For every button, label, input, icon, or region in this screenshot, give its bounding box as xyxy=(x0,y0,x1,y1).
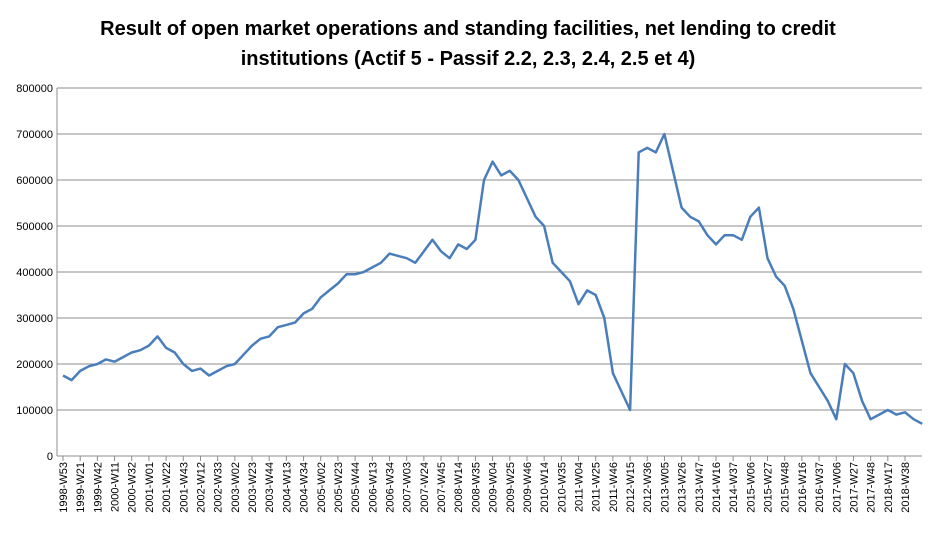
x-tick-label: 2005-W44 xyxy=(350,462,362,513)
x-tick-label: 2014-W16 xyxy=(711,462,723,513)
x-tick-label: 2015-W06 xyxy=(745,462,757,513)
y-tick-label: 600000 xyxy=(16,175,53,187)
x-tick-label: 2009-W46 xyxy=(522,462,534,513)
x-tick-label: 2007-W03 xyxy=(402,462,414,513)
x-tick-label: 1998-W53 xyxy=(58,462,70,513)
x-tick-label: 2013-W05 xyxy=(659,462,671,513)
x-tick-label: 2004-W13 xyxy=(281,462,293,513)
x-tick-label: 2016-W16 xyxy=(797,462,809,513)
x-tick-label: 2013-W26 xyxy=(677,462,689,513)
x-tick-label: 2000-W11 xyxy=(110,462,122,512)
x-tick-label: 2005-W23 xyxy=(333,462,345,513)
x-tick-label: 2017-W06 xyxy=(831,462,843,513)
x-tick-label: 2001-W43 xyxy=(178,462,190,513)
x-tick-label: 2015-W48 xyxy=(780,462,792,513)
x-tick-label: 2007-W24 xyxy=(419,462,431,513)
x-tick-label: 2003-W44 xyxy=(264,462,276,513)
y-tick-label: 800000 xyxy=(16,83,53,95)
x-tick-label: 2003-W02 xyxy=(230,462,242,513)
x-tick-label: 2010-W35 xyxy=(556,462,568,513)
x-tick-label: 2008-W14 xyxy=(453,462,465,513)
x-tick-label: 2002-W33 xyxy=(213,462,225,513)
x-tick-label: 2001-W01 xyxy=(144,462,156,513)
y-tick-label: 500000 xyxy=(16,221,53,233)
x-tick-label: 2010-W14 xyxy=(539,462,551,513)
x-tick-label: 2011-W25 xyxy=(591,462,603,512)
x-tick-label: 2008-W35 xyxy=(470,462,482,513)
x-tick-label: 2018-W17 xyxy=(883,462,895,513)
x-tick-label: 2009-W04 xyxy=(488,462,500,513)
x-tick-label: 2012-W36 xyxy=(642,462,654,513)
y-tick-label: 400000 xyxy=(16,267,53,279)
x-tick-label: 2007-W45 xyxy=(436,462,448,513)
x-tick-label: 2011-W04 xyxy=(574,462,586,512)
x-tick-label: 2000-W32 xyxy=(127,462,139,513)
x-tick-label: 1999-W21 xyxy=(75,462,87,513)
x-tick-label: 2017-W27 xyxy=(848,462,860,513)
x-tick-label: 2006-W34 xyxy=(384,462,396,513)
chart-title: Result of open market operations and sta… xyxy=(100,18,836,70)
x-tick-label: 2015-W27 xyxy=(763,462,775,513)
x-tick-label: 2013-W47 xyxy=(694,462,706,513)
x-tick-label: 2011-W46 xyxy=(608,462,620,512)
x-tick-label: 2016-W37 xyxy=(814,462,826,513)
y-tick-label: 700000 xyxy=(16,129,53,141)
x-tick-label: 2004-W34 xyxy=(299,462,311,513)
y-tick-label: 300000 xyxy=(16,313,53,325)
x-tick-label: 2006-W13 xyxy=(367,462,379,513)
y-tick-label: 0 xyxy=(47,451,53,463)
x-tick-label: 2017-W48 xyxy=(866,462,878,513)
x-tick-label: 2001-W22 xyxy=(161,462,173,513)
x-tick-label: 2003-W23 xyxy=(247,462,259,513)
x-tick-label: 2018-W38 xyxy=(900,462,912,513)
data-line xyxy=(62,132,923,425)
x-tick-label: 2012-W15 xyxy=(625,462,637,513)
x-tick-label: 2009-W25 xyxy=(505,462,517,513)
x-tick-label: 2002-W12 xyxy=(195,462,207,513)
x-tick-label: 2005-W02 xyxy=(316,462,328,513)
x-tick-label: 1999-W42 xyxy=(92,462,104,513)
y-tick-label: 100000 xyxy=(16,405,53,417)
x-tick-label: 2014-W37 xyxy=(728,462,740,513)
y-tick-label: 200000 xyxy=(16,359,53,371)
